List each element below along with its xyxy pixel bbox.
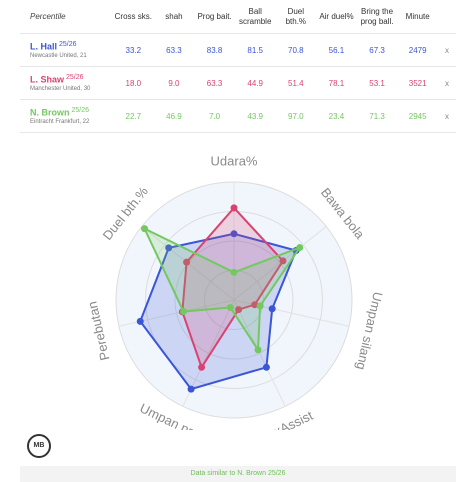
comparison-table: Percentile Cross sks. shah Prog bait. Ball s… <box>20 0 456 133</box>
column-header: Air duel% <box>319 11 354 21</box>
radar-area <box>142 226 303 354</box>
club: Eintracht Frankfurt, 22 <box>30 118 90 125</box>
value-cell: 83.8 <box>194 33 235 67</box>
player-cell: L. Hall 25/26 Newcastle United, 21 <box>20 33 113 67</box>
season: 25/26 <box>59 41 77 49</box>
value-cell: 67.3 <box>356 33 398 67</box>
radar-point <box>141 225 149 233</box>
value-cell: 33.2 <box>113 33 154 67</box>
footer: Data similar to N. Brown 25/26 <box>20 466 456 482</box>
value-cell: 44.9 <box>234 66 276 100</box>
radar-point <box>165 244 173 252</box>
radar-point <box>230 230 238 238</box>
radar-point <box>279 257 287 265</box>
player-cell: L. Shaw 25/26 Manchester United, 30 <box>20 66 113 100</box>
value-cell: 22.7 <box>113 99 154 132</box>
axis-label: Udara% <box>211 153 258 168</box>
player-name: N. Brown <box>30 107 70 118</box>
value-cell: 53.1 <box>356 66 398 100</box>
axis-label: Umpan silang <box>353 291 385 372</box>
club: Manchester United, 30 <box>30 85 91 92</box>
radar-point <box>256 302 264 310</box>
radar-point <box>179 308 187 316</box>
radar-point <box>226 303 234 311</box>
remove-button[interactable]: x <box>438 33 456 67</box>
column-header: Duel bth.% <box>285 6 307 26</box>
radar-point <box>268 305 276 313</box>
player-name: L. Hall <box>30 41 58 52</box>
radar-point <box>136 317 144 325</box>
radar-point <box>254 346 262 354</box>
value-cell: 63.3 <box>153 33 195 67</box>
column-header: Cross sks. <box>114 11 152 21</box>
radar-point <box>187 385 195 393</box>
remove-button[interactable]: x <box>438 66 456 100</box>
spacer <box>438 0 456 34</box>
season: 25/26 <box>71 107 90 115</box>
spoke <box>233 226 327 301</box>
value-cell: 63.3 <box>194 66 235 100</box>
player-name: L. Shaw <box>30 74 65 85</box>
radar-point <box>251 301 259 309</box>
season: 25/26 <box>66 74 84 82</box>
remove-button[interactable]: x <box>438 99 456 132</box>
value-cell: 71.3 <box>356 99 398 132</box>
player-row: L. Shaw 25/26 Manchester United, 30 18.0 9.0… <box>20 66 456 100</box>
radar-point <box>235 306 243 314</box>
axis-label: Perebutan <box>84 300 112 362</box>
value-cell: 3521 <box>397 66 438 100</box>
column-header: Bring the prog ball. <box>360 6 394 26</box>
value-cell: 70.8 <box>275 33 317 67</box>
value-cell: 2945 <box>397 99 438 132</box>
column-header: Minute <box>405 11 430 21</box>
radar-point <box>230 268 238 276</box>
value-cell: 46.9 <box>153 99 195 132</box>
radar-point <box>262 363 270 371</box>
value-cell: 78.1 <box>316 66 357 100</box>
value-cell: 97.0 <box>275 99 317 132</box>
value-cell: 23.4 <box>316 99 357 132</box>
axis-label: xAssist <box>272 408 316 430</box>
radar-area <box>181 206 285 370</box>
radar-point <box>198 363 206 371</box>
player-cell: N. Brown 25/26 Eintracht Frankfurt, 22 <box>20 99 113 132</box>
value-cell: 51.4 <box>275 66 317 100</box>
value-cell: 2479 <box>397 33 438 67</box>
spoke <box>233 299 286 407</box>
radar-point <box>230 204 238 212</box>
value-cell: 56.1 <box>316 33 357 67</box>
value-cell: 43.9 <box>234 99 276 132</box>
column-header: Ball scramble <box>238 6 272 26</box>
value-cell: 81.5 <box>234 33 276 67</box>
player-row: L. Hall 25/26 Newcastle United, 21 33.2 63.3… <box>20 33 456 67</box>
logo: MB <box>27 434 51 458</box>
radar-point <box>183 258 191 266</box>
radar-point <box>296 244 304 252</box>
club: Newcastle United, 21 <box>30 52 87 59</box>
value-cell: 9.0 <box>153 66 195 100</box>
column-header: Percentile <box>30 11 66 21</box>
value-cell: 7.0 <box>194 99 235 132</box>
player-row: N. Brown 25/26 Eintracht Frankfurt, 22 22.7… <box>20 99 456 132</box>
value-cell: 18.0 <box>113 66 154 100</box>
column-header: Prog bait. <box>197 11 232 21</box>
column-header: shah <box>165 11 183 21</box>
